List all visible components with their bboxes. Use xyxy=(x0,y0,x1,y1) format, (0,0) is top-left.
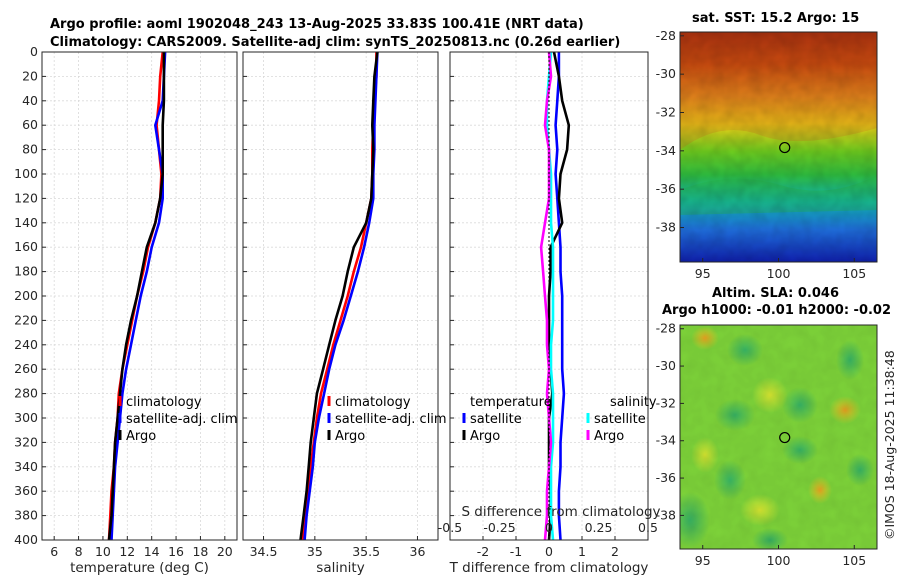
s-axis-label: S difference from climatology xyxy=(461,504,660,520)
map-y-tick-label: -38 xyxy=(656,507,676,522)
y-tick-label: 20 xyxy=(22,68,38,83)
map-y-tick-label: -34 xyxy=(656,433,676,448)
y-tick-label: 320 xyxy=(14,434,38,449)
s-tick-label: 0 xyxy=(545,520,553,535)
sla-map-title-line1: Altim. SLA: 0.046 xyxy=(712,286,839,301)
sla-float-marker xyxy=(779,431,791,444)
y-tick-label: 40 xyxy=(22,93,38,108)
y-tick-label: 80 xyxy=(22,142,38,157)
series-line-salinity-satellite xyxy=(545,51,555,541)
sst-map: sat. SST: 15.2 Argo: 15 95 100 105 -28 -30 -3… xyxy=(656,11,878,281)
y-tick-label: 60 xyxy=(22,117,38,132)
x-tick-label: 6 xyxy=(50,544,58,559)
map-y-tick-label: -30 xyxy=(656,66,676,81)
x-tick-label: 36 xyxy=(410,544,426,559)
temperature-axes: 6 8 10 12 14 16 18 20 temperature (deg C) 0 20 40 60… xyxy=(14,44,237,576)
map-y-tick-label: -34 xyxy=(656,143,676,158)
legend-title-salinity: salinity xyxy=(610,395,657,410)
y-tick-label: 380 xyxy=(14,508,38,523)
y-tick-label: 340 xyxy=(14,459,38,474)
x-tick-label: 35 xyxy=(307,544,323,559)
x-tick-label: 34.5 xyxy=(250,544,278,559)
legend-label: satellite xyxy=(470,412,522,427)
s-tick-label: -0.5 xyxy=(438,520,462,535)
y-tick-label: 180 xyxy=(14,264,38,279)
legend-label: satellite xyxy=(594,412,646,427)
y-tick-label: 220 xyxy=(14,312,38,327)
difference-axes: -2 -1 0 1 2T difference from climatology temp… xyxy=(438,51,661,576)
y-tick-label: 400 xyxy=(14,532,38,547)
map-x-tick-label: 100 xyxy=(767,553,791,568)
figure-title-line2: Climatology: CARS2009. Satellite-adj cli… xyxy=(50,35,620,50)
y-tick-label: 300 xyxy=(14,410,38,425)
legend-label: Argo xyxy=(470,429,500,444)
series-line-argo xyxy=(107,52,166,541)
map-y-tick-label: -32 xyxy=(656,105,676,120)
x-tick-label: 8 xyxy=(75,544,83,559)
legend-title-temperature: temperature xyxy=(470,395,552,410)
x-tick-label: -1 xyxy=(510,544,522,559)
sst-float-marker xyxy=(779,141,791,154)
sla-map-title-line2: Argo h1000: -0.01 h2000: -0.02 xyxy=(662,303,891,318)
map-x-tick-label: 100 xyxy=(767,266,791,281)
x-tick-label: 2 xyxy=(611,544,619,559)
series-line-satellite-adj-clim xyxy=(110,51,167,541)
sst-map-title: sat. SST: 15.2 Argo: 15 xyxy=(692,11,859,26)
s-tick-label: 0.5 xyxy=(638,520,658,535)
legend-label: Argo xyxy=(335,429,365,444)
y-tick-label: 360 xyxy=(14,483,38,498)
y-tick-label: 0 xyxy=(30,44,38,59)
x-tick-label: 14 xyxy=(144,544,160,559)
map-y-tick-label: -30 xyxy=(656,358,676,373)
y-tick-label: 260 xyxy=(14,361,38,376)
y-tick-label: 200 xyxy=(14,288,38,303)
legend-label: satellite-adj. clim xyxy=(126,412,238,427)
y-tick-label: 280 xyxy=(14,386,38,401)
legend-label: climatology xyxy=(335,395,411,410)
x-tick-label: 10 xyxy=(95,544,111,559)
x-tick-label: 1 xyxy=(578,544,586,559)
map-x-tick-label: 95 xyxy=(695,266,711,281)
x-tick-label: 35.5 xyxy=(352,544,380,559)
y-tick-label: 240 xyxy=(14,337,38,352)
y-tick-label: 140 xyxy=(14,215,38,230)
series-line-satellite-adj-clim xyxy=(303,51,379,541)
legend-label: Argo xyxy=(594,429,624,444)
map-y-tick-label: -36 xyxy=(656,181,676,196)
map-x-tick-label: 105 xyxy=(842,553,866,568)
x-tick-label: 16 xyxy=(168,544,184,559)
y-tick-label: 120 xyxy=(14,190,38,205)
y-tick-label: 100 xyxy=(14,166,38,181)
x-tick-label: 18 xyxy=(192,544,208,559)
s-tick-label: 0.25 xyxy=(585,520,613,535)
map-x-tick-label: 95 xyxy=(695,553,711,568)
x-tick-label: 20 xyxy=(217,544,233,559)
map-y-tick-label: -28 xyxy=(656,321,676,336)
sla-map: Altim. SLA: 0.046 Argo h1000: -0.01 h200… xyxy=(656,286,891,568)
x-axis-label: T difference from climatology xyxy=(449,560,649,576)
series-line-argo xyxy=(299,51,379,541)
x-tick-label: -2 xyxy=(477,544,489,559)
x-axis-label: salinity xyxy=(316,560,364,576)
map-y-tick-label: -36 xyxy=(656,470,676,485)
x-tick-label: 12 xyxy=(119,544,135,559)
map-y-tick-label: -32 xyxy=(656,395,676,410)
legend-label: satellite-adj. clim xyxy=(335,412,447,427)
y-tick-label: 160 xyxy=(14,239,38,254)
x-tick-label: 0 xyxy=(545,544,553,559)
series-line-temperature-satellite xyxy=(554,52,566,541)
figure-title-line1: Argo profile: aoml 1902048_243 13-Aug-20… xyxy=(50,17,584,32)
series-line-salinity-argo xyxy=(539,51,553,541)
salinity-axes: 34.5 35 35.5 36 salinity climatology satellite… xyxy=(242,51,447,576)
legend-label: climatology xyxy=(126,395,202,410)
s-tick-label: -0.25 xyxy=(483,520,515,535)
map-y-tick-label: -38 xyxy=(656,220,676,235)
legend-label: Argo xyxy=(126,429,156,444)
map-y-tick-label: -28 xyxy=(656,28,676,43)
x-axis-label: temperature (deg C) xyxy=(70,560,209,576)
map-x-tick-label: 105 xyxy=(842,266,866,281)
side-stamp: ©IMOS 18-Aug-2025 11:38:48 xyxy=(882,350,897,540)
